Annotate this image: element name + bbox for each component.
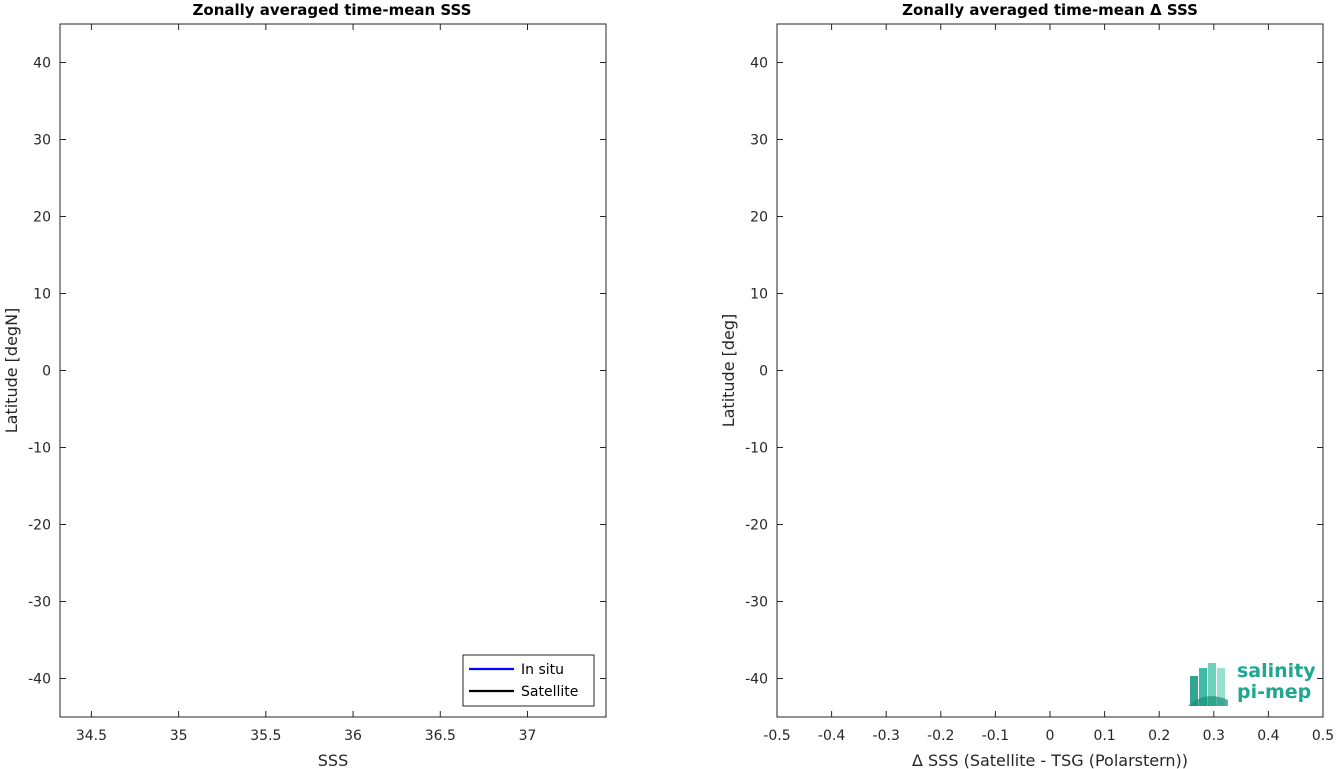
y-tick-label: 40 [33,56,51,72]
y-tick-label: -20 [28,518,51,534]
logo-bar [1199,668,1207,706]
legend: In situ Satellite [462,654,595,707]
y-tick-label: 40 [750,56,768,72]
y-tick-label: -10 [745,441,768,457]
plot-frame [776,23,1324,718]
logo-text-pi-mep: pi-mep [1237,681,1311,703]
left-chart: 34.5 35 35.5 36 36.5 37 -40 -30 -20 -10 0 10 20 30 40 Z… [2,1,607,769]
y-tick-label: 0 [759,364,768,380]
x-tick-label: 0.4 [1257,728,1279,744]
y-tick-label: 30 [750,133,768,149]
y-tick-label: -40 [28,672,51,688]
legend-entry: Satellite [521,684,578,700]
chart-title: Zonally averaged time-mean Δ SSS [902,1,1198,19]
y-tick-label: -20 [745,518,768,534]
legend-entry: In situ [521,662,564,678]
x-tick-label: 37 [519,728,537,744]
y-tick-label: -40 [745,672,768,688]
plot-frame [59,23,607,718]
y-tick-label: 20 [33,210,51,226]
y-tick-label: -30 [745,595,768,611]
x-axis-label: SSS [318,751,348,769]
x-tick-label: 34.5 [76,728,107,744]
x-tick-label: 0 [1046,728,1055,744]
x-tick-label: -0.4 [818,728,845,744]
legend-box [462,654,595,707]
x-tick-label: 35 [170,728,188,744]
logo-bar [1217,668,1225,706]
logo-bar [1190,676,1198,706]
logo-wave [1188,696,1228,706]
x-tick-label: 0.3 [1203,728,1225,744]
x-tick-label: -0.2 [927,728,954,744]
x-tick-label: -0.3 [873,728,900,744]
y-tick-label: -10 [28,441,51,457]
y-tick-label: -30 [28,595,51,611]
x-tick-label: 0.1 [1093,728,1115,744]
x-tick-label: 0.5 [1312,728,1334,744]
logo-bar [1208,663,1216,706]
x-tick-label: 36 [344,728,362,744]
x-axis-label: Δ SSS (Satellite - TSG (Polarstern)) [912,751,1188,769]
y-tick-label: 0 [42,364,51,380]
x-tick-label: 36.5 [425,728,456,744]
chart-title: Zonally averaged time-mean SSS [193,1,472,19]
y-tick-label: 20 [750,210,768,226]
logo-text-salinity: salinity [1237,660,1316,682]
y-tick-label: 30 [33,133,51,149]
y-axis-label: Latitude [degN] [2,308,21,434]
x-tick-label: 35.5 [250,728,281,744]
y-tick-label: 10 [33,287,51,303]
x-tick-label: -0.1 [982,728,1009,744]
y-axis-label: Latitude [deg] [719,314,738,428]
x-tick-label: 0.2 [1148,728,1170,744]
right-chart: -0.5 -0.4 -0.3 -0.2 -0.1 0 0.1 0.2 0.3 0.4 0.5 -40 -… [719,1,1334,769]
y-tick-label: 10 [750,287,768,303]
x-tick-label: -0.5 [763,728,790,744]
